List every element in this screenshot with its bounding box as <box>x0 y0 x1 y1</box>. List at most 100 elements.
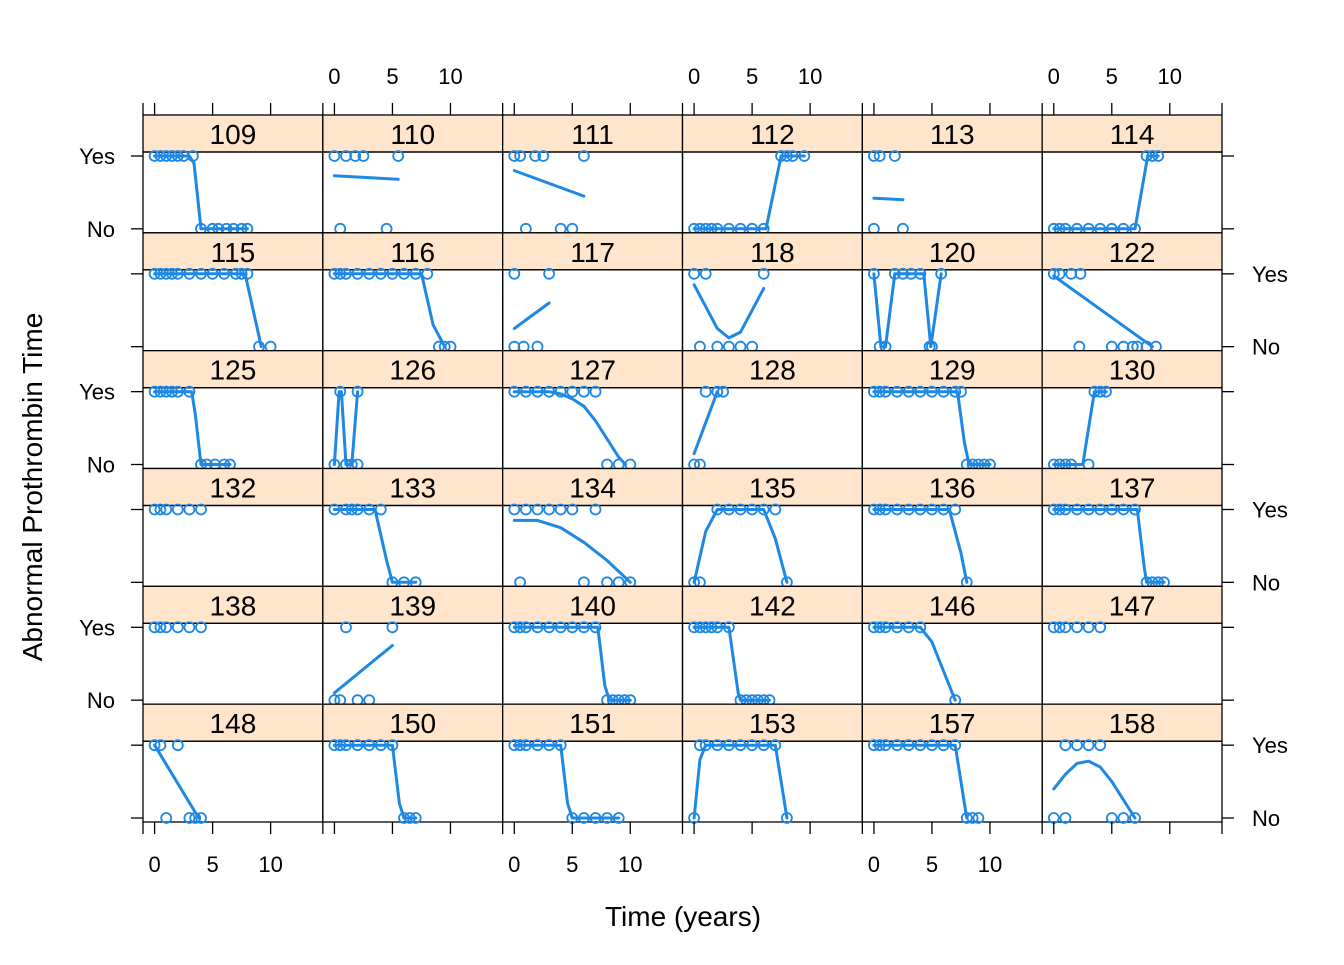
data-point <box>699 385 712 398</box>
data-point <box>374 739 387 752</box>
y-tick-label: No <box>1252 335 1280 360</box>
y-axis-title: Abnormal Prothrombin Time <box>17 313 48 662</box>
data-point <box>363 503 376 516</box>
panel-111: 111 <box>502 114 684 235</box>
panel-128: 128 <box>681 350 863 471</box>
data-point <box>514 621 526 634</box>
data-point <box>873 621 886 634</box>
data-point <box>398 267 410 280</box>
strip-label-116: 116 <box>390 237 435 268</box>
strip-label-151: 151 <box>569 708 616 739</box>
strip-113 <box>861 114 1043 153</box>
strip-label-132: 132 <box>210 473 257 504</box>
strip-label-122: 122 <box>1109 237 1156 268</box>
strip-136 <box>861 467 1043 507</box>
data-point <box>1071 503 1083 516</box>
data-point <box>746 739 758 752</box>
y-tick-label: No <box>1252 570 1280 595</box>
data-point <box>160 150 173 162</box>
strip-label-118: 118 <box>750 237 795 268</box>
data-point <box>520 385 532 398</box>
strip-137 <box>1041 467 1223 507</box>
data-point <box>351 385 364 398</box>
data-point <box>386 267 399 280</box>
x-tick-label: 5 <box>926 852 938 877</box>
data-point <box>334 739 347 752</box>
data-point <box>723 503 735 516</box>
data-point <box>699 267 712 280</box>
data-point <box>171 385 184 398</box>
data-point <box>926 503 938 516</box>
strip-130 <box>1041 350 1223 389</box>
data-point <box>554 621 567 634</box>
panel-157: 157 <box>861 703 1043 824</box>
data-point <box>340 267 352 280</box>
data-point <box>786 150 799 162</box>
strip-117 <box>502 232 684 271</box>
smooth-line-118 <box>692 283 766 340</box>
x-tick-label: 0 <box>148 852 160 877</box>
x-tick-label: 5 <box>566 852 578 877</box>
panel-139: 139 <box>322 585 504 707</box>
y-tick-label: Yes <box>1252 733 1288 758</box>
data-point <box>340 739 352 752</box>
x-tick-label: 0 <box>688 64 700 89</box>
strip-140 <box>502 585 684 624</box>
data-point <box>578 812 590 824</box>
data-point <box>566 385 579 398</box>
data-point <box>409 812 422 824</box>
data-point <box>543 385 555 398</box>
data-point <box>351 267 364 280</box>
panel-109: 109 <box>142 114 324 235</box>
data-point <box>171 150 184 162</box>
x-tick-label: 10 <box>798 64 822 89</box>
panel-151: 151 <box>502 703 684 824</box>
strip-label-142: 142 <box>749 590 796 621</box>
data-point <box>1074 267 1087 280</box>
smooth-line-115 <box>153 272 263 349</box>
strip-label-127: 127 <box>569 355 616 386</box>
strip-128 <box>681 350 863 389</box>
x-tick-label: 0 <box>328 64 340 89</box>
data-point <box>688 267 700 280</box>
data-point <box>340 503 352 516</box>
data-point <box>520 739 532 752</box>
smooth-line-117 <box>512 301 551 330</box>
x-tick-label: 0 <box>1048 64 1060 89</box>
data-point <box>888 150 901 162</box>
data-point <box>699 739 712 752</box>
data-point <box>148 267 161 280</box>
data-point <box>508 503 521 516</box>
data-point <box>902 385 915 398</box>
strip-138 <box>142 585 324 624</box>
data-point <box>334 385 347 398</box>
data-point <box>148 739 161 752</box>
x-tick-label: 5 <box>746 64 758 89</box>
data-point <box>902 621 915 634</box>
panel-115: 115 <box>142 232 324 353</box>
data-point <box>914 739 927 752</box>
strip-label-129: 129 <box>929 355 976 386</box>
data-point <box>398 812 410 824</box>
data-point <box>1094 385 1107 398</box>
data-point <box>960 812 973 824</box>
data-point <box>769 503 782 516</box>
data-point <box>160 621 173 634</box>
data-point <box>601 812 613 824</box>
strip-label-136: 136 <box>929 473 976 504</box>
data-point <box>1082 503 1095 516</box>
data-point <box>914 267 927 280</box>
data-point <box>148 385 161 398</box>
data-point <box>578 621 590 634</box>
data-point <box>949 503 962 516</box>
panel-153: 153 <box>681 703 863 824</box>
data-point <box>891 385 903 398</box>
panel-148: 148 <box>142 703 324 824</box>
strip-label-135: 135 <box>749 473 796 504</box>
data-point <box>554 385 567 398</box>
strip-151 <box>502 703 684 742</box>
data-point <box>717 385 729 398</box>
data-point <box>1082 621 1095 634</box>
strip-label-128: 128 <box>749 355 796 386</box>
data-point <box>888 267 901 280</box>
